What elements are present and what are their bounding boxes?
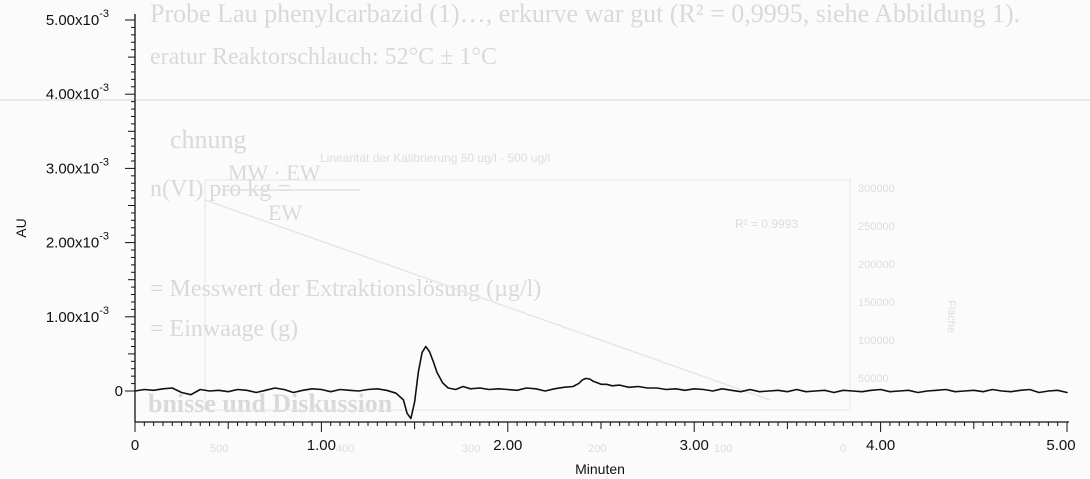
x-axis-title: Minuten xyxy=(575,461,625,477)
bleed-inset-ytick: 300000 xyxy=(858,183,895,195)
y-tick-exponent: -3 xyxy=(99,305,109,317)
y-axis-ticks xyxy=(125,19,135,392)
y-tick-label: 3.00x10-3 xyxy=(46,156,109,177)
bleed-messwert: = Messwert der Extraktionslösung (µg/l) xyxy=(150,276,541,302)
bleed-inset-xtick: 300 xyxy=(462,443,480,455)
x-tick-label: 0 xyxy=(131,437,139,454)
bleed-inset-yticks: 300000 250000 200000 150000 100000 50000 xyxy=(858,183,895,385)
bleed-inset-xtick: 200 xyxy=(588,443,606,455)
bleed-inset-title: Linearität der Kalibrierung 50 ug/l - 50… xyxy=(320,151,550,165)
x-tick-label: 1.00 xyxy=(307,437,336,454)
bleed-inset-xtick: 400 xyxy=(336,443,354,455)
bleed-inset-frame xyxy=(204,179,851,411)
bleed-inset-xtick: 0 xyxy=(840,443,846,455)
y-tick-exponent: -3 xyxy=(99,8,109,20)
bleed-inset-ylabel: Fläche xyxy=(945,300,957,333)
bleed-inset-xtick: 500 xyxy=(210,443,228,455)
bleed-inset-ytick: 250000 xyxy=(858,221,895,233)
y-tick-exponent: -3 xyxy=(99,82,109,94)
x-tick-label: 5.00 xyxy=(1046,437,1075,454)
y-tick-label: 5.00x10-3 xyxy=(46,8,109,29)
chromatogram-trace xyxy=(134,345,1068,420)
x-tick-label: 4.00 xyxy=(866,437,895,454)
axes: 0 1.00x10-3 2.00x10-3 3.00x10-3 4.00x10-3 5.0… xyxy=(13,8,1076,477)
bleed-inset-xticks: 500 400 300 200 100 0 xyxy=(210,443,846,455)
x-axis-tick-labels: 0 1.00 2.00 3.00 4.00 5.00 xyxy=(131,437,1076,454)
bleed-inset-xtick: 100 xyxy=(714,443,732,455)
bleed-top-line-1: Probe Lau phenylcarbazid (1)…, erkurve w… xyxy=(150,0,1020,28)
bleed-inset-r2: R² = 0.9993 xyxy=(735,217,798,231)
bleed-rechnung: chnung xyxy=(170,125,247,154)
bleed-inset-line xyxy=(204,199,771,401)
bleed-formula-num: MW · EW xyxy=(228,160,321,185)
y-tick-label: 1.00x10-3 xyxy=(46,305,109,326)
bleed-inset-ytick: 200000 xyxy=(858,259,895,271)
y-tick-label: 4.00x10-3 xyxy=(46,82,109,103)
x-axis-ticks xyxy=(134,422,1068,432)
y-tick-label: 2.00x10-3 xyxy=(46,231,109,252)
bleed-einwaage: = Einwaage (g) xyxy=(150,316,298,342)
bleed-inset-ytick: 150000 xyxy=(858,297,895,309)
bleed-top-line-2: eratur Reaktorschlauch: 52°C ± 1°C xyxy=(150,44,497,70)
x-tick-label: 2.00 xyxy=(493,437,522,454)
bleed-formula-den: EW xyxy=(268,200,302,225)
y-axis-title: AU xyxy=(13,218,29,237)
bleed-inset-ytick: 50000 xyxy=(858,373,889,385)
y-tick-label: 0 xyxy=(115,383,123,400)
y-tick-exponent: -3 xyxy=(99,231,109,243)
y-tick-exponent: -3 xyxy=(99,156,109,168)
background-bleed: Probe Lau phenylcarbazid (1)…, erkurve w… xyxy=(0,0,1090,455)
y-axis-tick-labels: 0 1.00x10-3 2.00x10-3 3.00x10-3 4.00x10-3 5.0… xyxy=(46,8,123,400)
bleed-inset-ytick: 100000 xyxy=(858,335,895,347)
x-tick-label: 3.00 xyxy=(680,437,709,454)
